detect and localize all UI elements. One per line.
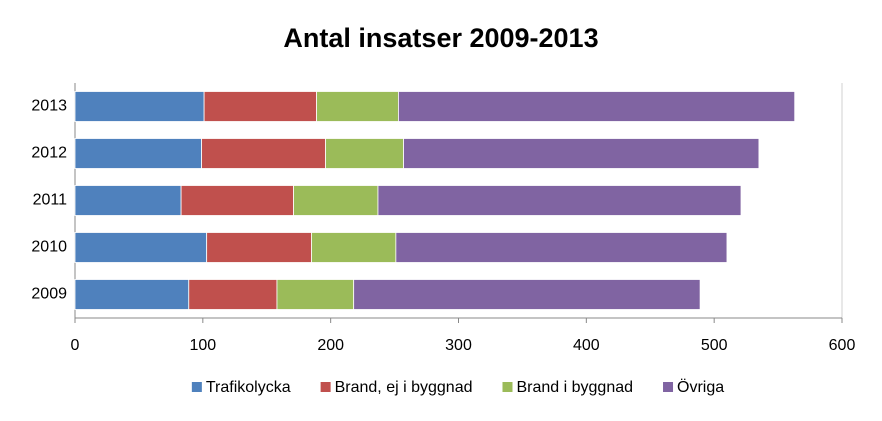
bar-segment bbox=[293, 185, 379, 216]
y-tick-label: 2009 bbox=[31, 286, 67, 303]
y-tick-label: 2013 bbox=[31, 98, 67, 115]
y-tick-label: 2010 bbox=[31, 239, 67, 256]
legend-label: Trafikolycka bbox=[206, 379, 291, 396]
bar-segment bbox=[206, 232, 312, 263]
x-tick-label: 300 bbox=[445, 337, 472, 354]
x-tick-label: 600 bbox=[829, 337, 856, 354]
x-tick-label: 500 bbox=[701, 337, 728, 354]
legend-swatch bbox=[320, 382, 331, 392]
bar-segment bbox=[74, 185, 182, 216]
bar-segment bbox=[203, 91, 318, 122]
bar-segment bbox=[403, 138, 760, 169]
bar-segment bbox=[276, 279, 355, 310]
y-tick-label: 2012 bbox=[31, 145, 67, 162]
bar-segment bbox=[353, 279, 701, 310]
bar-segment bbox=[74, 232, 208, 263]
bar-segment bbox=[74, 138, 202, 169]
bar-segment bbox=[398, 91, 796, 122]
bar-segment bbox=[311, 232, 397, 263]
x-tick-label: 0 bbox=[71, 337, 80, 354]
legend-label: Övriga bbox=[677, 378, 724, 396]
bar-segment bbox=[74, 91, 205, 122]
bar-segment bbox=[377, 185, 742, 216]
legend-swatch bbox=[502, 382, 513, 392]
legend-swatch bbox=[191, 382, 202, 392]
x-tick-label: 200 bbox=[317, 337, 344, 354]
legend-swatch bbox=[663, 382, 674, 392]
bar-segment bbox=[316, 91, 399, 122]
bar-segment bbox=[201, 138, 326, 169]
bar-segment bbox=[180, 185, 294, 216]
bar-segment bbox=[74, 279, 190, 310]
y-tick-label: 2011 bbox=[33, 192, 68, 209]
legend-label: Brand i byggnad bbox=[516, 379, 633, 396]
bar-segment bbox=[395, 232, 728, 263]
x-tick-label: 400 bbox=[573, 337, 600, 354]
chart-title: Antal insatser 2009-2013 bbox=[283, 23, 598, 53]
legend-label: Brand, ej i byggnad bbox=[335, 379, 473, 396]
bar-segment bbox=[325, 138, 404, 169]
x-tick-label: 100 bbox=[189, 337, 216, 354]
bar-segment bbox=[188, 279, 278, 310]
